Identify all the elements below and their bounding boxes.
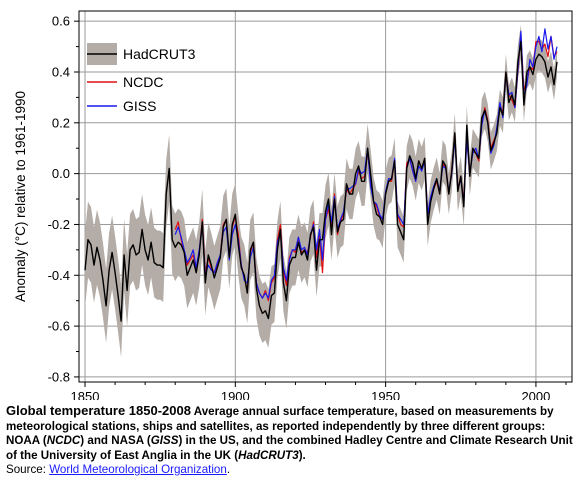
caption-title: Global temperature 1850-2008 (6, 403, 191, 418)
caption-text-3: ) in the US, and the combined Hadley Cen… (6, 434, 573, 462)
source-end: . (226, 463, 231, 476)
legend-label-giss: GISS (123, 98, 156, 114)
series-line-hadcrut3 (84, 40, 558, 322)
y-axis-label: Anomaly (°C) relative to 1961-1990 (13, 91, 28, 302)
caption-text-1: Average annual surface temperature, base… (6, 405, 554, 447)
ticks: -0.8 -0.6 -0.4 -0.2 0.0 0.2 0.4 0.6 1850 1900 1950… (48, 14, 567, 400)
caption-hadcrut: HadCRUT3 (238, 448, 299, 462)
caption-text-2: ) and NASA ( (80, 434, 151, 447)
caption-body: Average annual surface temperature, base… (6, 405, 573, 462)
ytick-label-0: -0.8 (48, 369, 70, 384)
caption-text-4: ). (298, 448, 306, 462)
legend: HadCRUT3 NCDC GISS (87, 43, 196, 114)
xtick-label-3: 2000 (521, 389, 550, 400)
caption-giss: GISS (150, 434, 179, 447)
xtick-label-0: 1850 (71, 389, 100, 400)
chart-area: -0.8 -0.6 -0.4 -0.2 0.0 0.2 0.4 0.6 1850 1900 1950… (13, 10, 573, 400)
ytick-label-6: 0.4 (52, 64, 70, 79)
ytick-label-7: 0.6 (52, 14, 70, 29)
legend-label-ncdc: NCDC (123, 74, 163, 90)
legend-label-hadcrut3: HadCRUT3 (123, 46, 196, 62)
ytick-label-3: -0.2 (48, 217, 70, 232)
source-link[interactable]: World Meteorological Organization (49, 463, 227, 476)
temperature-chart: -0.8 -0.6 -0.4 -0.2 0.0 0.2 0.4 0.6 1850 1900 1950… (13, 10, 573, 400)
ytick-label-4: 0.0 (52, 166, 70, 181)
source-label: Source: (6, 463, 50, 476)
ytick-label-2: -0.4 (48, 268, 70, 283)
caption-ncdc: NCDC (46, 434, 81, 447)
ytick-label-5: 0.2 (52, 115, 70, 130)
series-layer (84, 28, 558, 322)
ytick-label-1: -0.6 (48, 319, 70, 334)
figure-caption: Global temperature 1850-2008 Average ann… (6, 403, 574, 478)
xtick-label-2: 1950 (371, 389, 400, 400)
xtick-label-1: 1900 (221, 389, 250, 400)
caption-source: Source: World Meteorological Organizatio… (6, 463, 230, 476)
